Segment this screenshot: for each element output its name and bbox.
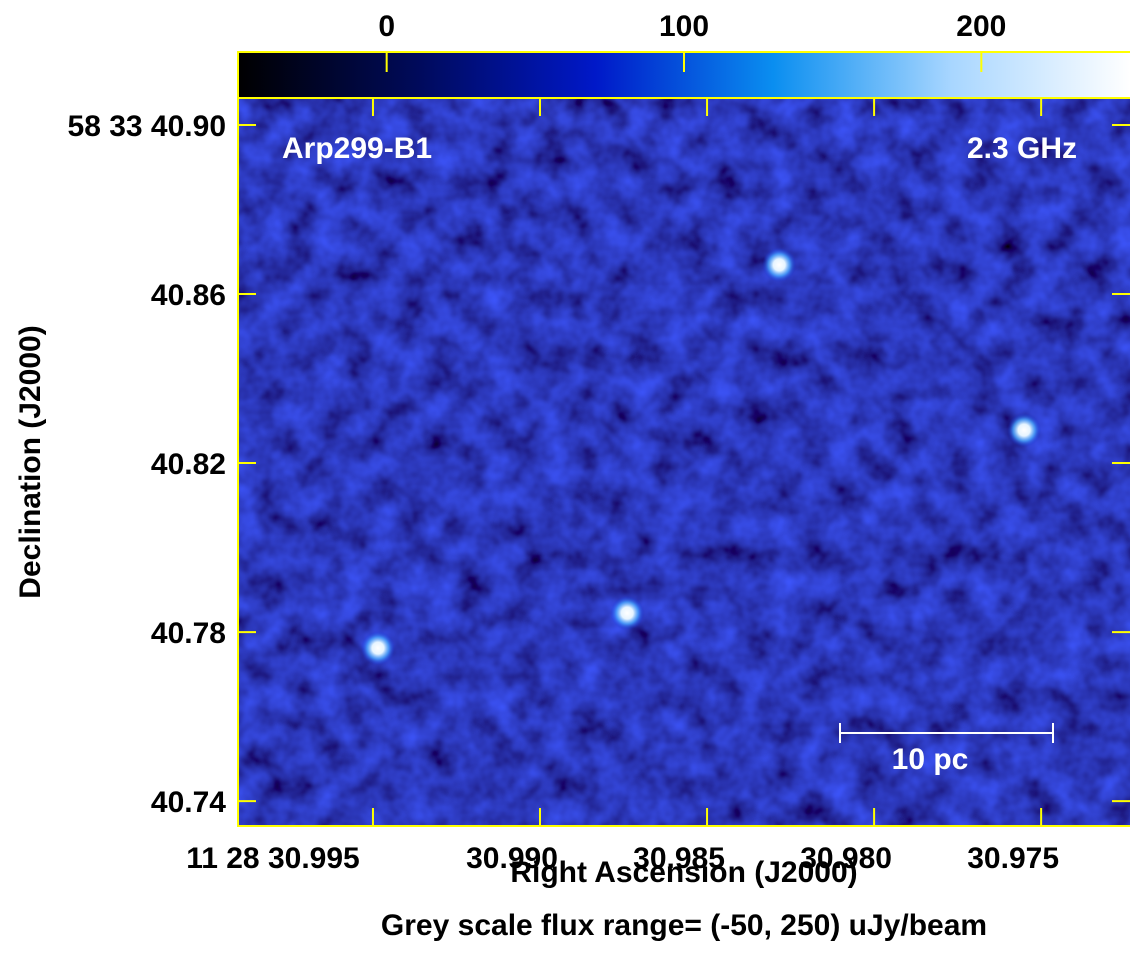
page: {"chart_data": { "type": "image", "xlabe… <box>0 0 1130 970</box>
image-noise <box>238 98 1130 826</box>
annotation: 2.3 GHz <box>967 132 1077 165</box>
colorbar-tick-label: 100 <box>659 10 709 43</box>
annotation: Arp299-B1 <box>282 132 432 165</box>
chart: Arp299-B1 2.3 GHz 10 pc Right Ascension … <box>0 0 1130 970</box>
x-tick-label: 30.985 <box>633 842 725 875</box>
x-tick-label: 30.980 <box>800 842 892 875</box>
y-axis-label: Declination (J2000) <box>14 325 47 598</box>
colorbar-tick-label: 0 <box>378 10 395 43</box>
x-tick-label: 30.990 <box>466 842 558 875</box>
y-tick-label: 58 33 40.90 <box>68 110 226 143</box>
radio-source <box>1007 413 1041 447</box>
y-tick-label: 40.86 <box>151 279 226 312</box>
radio-source <box>361 631 395 665</box>
scale-bar-label: 10 pc <box>892 743 969 776</box>
y-tick-label: 40.74 <box>151 786 226 819</box>
y-tick-label: 40.82 <box>151 448 226 481</box>
x-tick-label: 30.975 <box>967 842 1059 875</box>
y-tick-label: 40.78 <box>151 617 226 650</box>
x-tick-label: 11 28 30.995 <box>186 842 360 875</box>
footer: Grey scale flux range= (-50, 250) uJy/be… <box>381 909 987 942</box>
radio-source <box>762 248 796 282</box>
colorbar-tick-label: 200 <box>956 10 1006 43</box>
radio-source <box>610 596 644 630</box>
